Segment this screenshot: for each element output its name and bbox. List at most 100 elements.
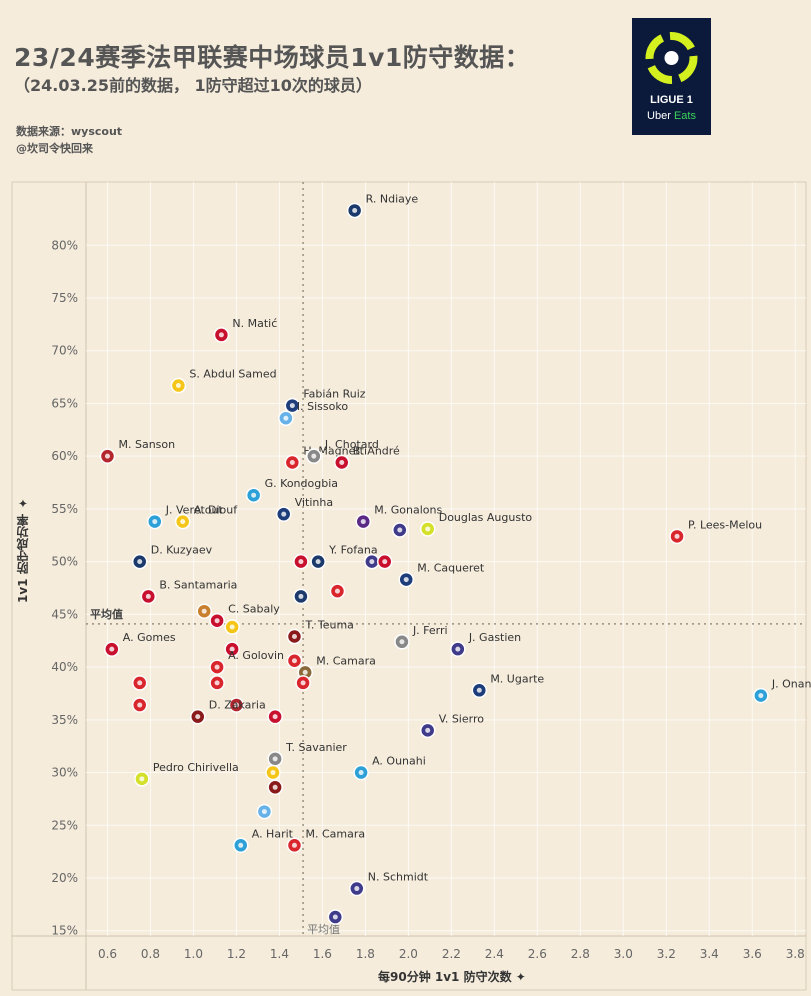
- x-axis-label: 每90分钟 1v1 防守次数 ✦: [378, 970, 526, 984]
- badge-center: [334, 588, 340, 594]
- badge-center: [233, 702, 239, 708]
- data-point: B. André: [334, 445, 400, 471]
- badge-center: [139, 776, 145, 782]
- y-tick-label: 35%: [51, 713, 78, 727]
- point-label: G. Kondogbia: [265, 477, 338, 490]
- badge-center: [455, 646, 461, 652]
- data-point: J. Veretout: [147, 504, 224, 530]
- badge-center: [291, 842, 297, 848]
- badge-center: [332, 914, 338, 920]
- data-point: [376, 553, 393, 570]
- badge-center: [369, 559, 375, 565]
- x-tick-label: 0.6: [98, 947, 117, 961]
- y-tick-label: 60%: [51, 449, 78, 463]
- badge-center: [300, 680, 306, 686]
- badge-center: [281, 511, 287, 517]
- badge-center: [137, 680, 143, 686]
- point-label: V. Sierro: [439, 712, 485, 725]
- point-label: T. Teuma: [304, 619, 353, 632]
- data-point: N. Schmidt: [349, 871, 429, 897]
- data-point: T. Savanier: [267, 741, 347, 767]
- data-point: [224, 641, 240, 657]
- axis-ticks: 15% 20% 25% 30% 35% 40% 45% 50% 55% 60% 65% 70% 75% 8…: [51, 238, 804, 961]
- badge-center: [229, 624, 235, 630]
- point-label: M. Caqueret: [417, 562, 485, 575]
- x-tick-label: 3.2: [657, 947, 676, 961]
- x-tick-label: 1.0: [184, 947, 203, 961]
- y-tick-label: 25%: [51, 818, 78, 832]
- point-label: I. Sissoko: [297, 400, 348, 413]
- data-point: [209, 675, 225, 691]
- author-credit: @坎司令快回来: [16, 142, 93, 155]
- point-label: M. Camara: [305, 827, 365, 840]
- badge-center: [261, 809, 267, 815]
- badge-center: [403, 577, 409, 583]
- badge-center: [311, 453, 317, 459]
- data-point: [131, 675, 148, 691]
- badge-center: [358, 770, 364, 776]
- data-point: [329, 583, 346, 599]
- badge-center: [214, 618, 220, 624]
- data-point: [228, 697, 245, 713]
- average-y-label: 平均值: [90, 607, 123, 621]
- x-tick-label: 3.6: [743, 947, 762, 961]
- x-tick-label: 1.6: [313, 947, 332, 961]
- data-point: M. Ugarte: [471, 672, 544, 699]
- badge-center: [180, 519, 186, 525]
- badge-center: [354, 886, 360, 892]
- data-point: A. Gomes: [104, 631, 176, 657]
- data-point: Y. Fofana: [310, 544, 378, 570]
- data-point: J. Gastien: [450, 631, 521, 657]
- badge-center: [315, 559, 321, 565]
- data-point: A. Ounahi: [353, 755, 426, 781]
- data-point: M. Gonalons: [355, 504, 442, 530]
- point-label: C. Sabaly: [228, 603, 280, 616]
- data-point: J. Onana: [753, 678, 811, 704]
- data-point: [224, 619, 240, 635]
- y-tick-label: 50%: [51, 555, 78, 569]
- ligue1-logo: LIGUE 1 Uber Eats: [632, 18, 711, 135]
- badge-center: [272, 784, 278, 790]
- logo-text-eats: Eats: [673, 110, 696, 122]
- x-tick-label: 3.0: [614, 947, 633, 961]
- data-point: I. Sissoko: [278, 400, 348, 426]
- x-tick-label: 1.8: [356, 947, 375, 961]
- y-tick-label: 70%: [51, 344, 78, 358]
- badge-center: [476, 687, 482, 693]
- data-point: [293, 553, 309, 570]
- badge-center: [152, 519, 158, 525]
- point-label: A. Ounahi: [372, 755, 426, 768]
- y-tick-label: 55%: [51, 502, 78, 516]
- x-tick-label: 3.8: [786, 947, 805, 961]
- data-point: A. Harit: [232, 827, 294, 854]
- y-tick-label: 40%: [51, 660, 78, 674]
- badge-center: [145, 593, 151, 599]
- badge-center: [298, 559, 304, 565]
- badge-center: [360, 519, 366, 525]
- data-point: C. Sabaly: [209, 603, 280, 629]
- point-label: D. Zakaria: [209, 699, 266, 712]
- badge-center: [214, 680, 220, 686]
- x-tick-label: 0.8: [141, 947, 160, 961]
- badge-center: [104, 453, 110, 459]
- x-tick-label: 2.8: [571, 947, 590, 961]
- badge-center: [283, 415, 289, 421]
- point-label: J. Chotard: [324, 438, 379, 451]
- chart-title: 23/24赛季法甲联赛中场球员1v1防守数据：: [14, 43, 531, 72]
- badge-center: [195, 714, 201, 720]
- badge-center: [137, 702, 143, 708]
- x-tick-label: 1.4: [270, 947, 289, 961]
- x-tick-label: 2.0: [399, 947, 418, 961]
- point-label: S. Abdul Samed: [189, 368, 276, 381]
- data-point: R. Ndiaye: [346, 192, 418, 219]
- point-label: Pedro Chirivella: [153, 761, 239, 774]
- badge-center: [201, 608, 207, 614]
- y-tick-label: 30%: [51, 766, 78, 780]
- badge-center: [425, 526, 431, 532]
- point-label: B. Santamaria: [159, 578, 237, 591]
- x-tick-label: 3.4: [700, 947, 719, 961]
- data-point: [392, 522, 408, 538]
- data-point: M. Camara: [286, 827, 365, 854]
- data-point: N. Matić: [213, 317, 277, 343]
